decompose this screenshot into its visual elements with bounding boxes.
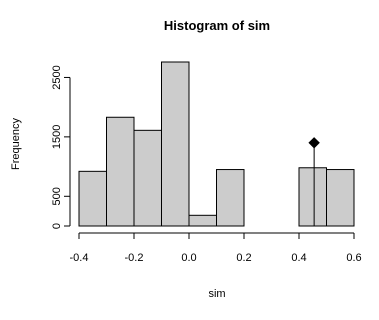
x-axis-title: sim [208,288,225,300]
x-axis: -0.4 -0.2 0.0 0.2 0.4 0.6 [70,232,362,264]
y-tick-label: 500 [51,187,63,205]
chart-title: Histogram of sim [164,18,270,33]
marker-diamond [308,137,320,149]
y-tick-label: 2500 [51,65,63,89]
histogram-bar [133,129,162,227]
x-tick-label: -0.2 [125,252,144,264]
y-tick-label: 1500 [51,125,63,149]
x-tick-label: 0.0 [181,252,196,264]
histogram-bar [78,170,107,227]
x-tick-label: -0.4 [70,252,89,264]
histogram-bar [161,61,190,227]
histogram-bar [216,169,245,227]
marker [308,137,320,226]
histogram-bar [298,167,327,227]
bars [78,61,355,227]
x-tick-label: 0.6 [346,252,361,264]
histogram-bar [188,214,217,227]
x-tick-label: 0.2 [236,252,251,264]
histogram-bar [326,169,355,227]
y-axis: 0 500 1500 2500 [51,65,71,229]
x-tick-label: 0.4 [291,252,306,264]
y-axis-title: Frequency [10,118,22,170]
y-tick-label: 0 [51,223,63,229]
histogram-bar [106,116,135,227]
